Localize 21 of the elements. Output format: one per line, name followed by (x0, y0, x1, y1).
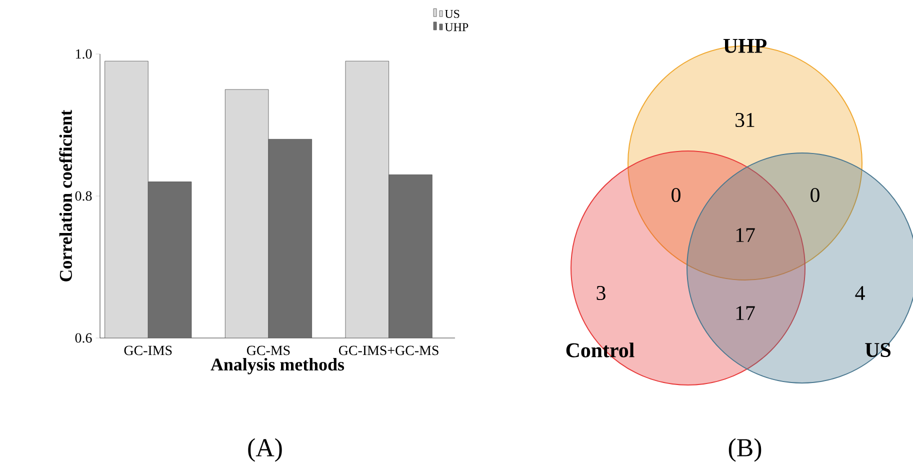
y-tick-label: 0.6 (75, 333, 92, 343)
text: UHP (723, 39, 766, 53)
y-axis-title: Correlation coefficient (59, 110, 72, 282)
y-tick-label: 0.8 (75, 191, 92, 201)
text: 17 (736, 306, 755, 320)
text: 0 (810, 188, 820, 202)
text: 0 (672, 188, 680, 202)
text: 17 (736, 228, 755, 242)
x-tick-label: GC-MS (246, 346, 290, 356)
x-tick-label: GC-IMS (124, 346, 172, 356)
legend-label: US (444, 10, 460, 18)
legend-label: UHP (444, 23, 468, 32)
text: 3 (596, 286, 606, 300)
text: (B) (728, 438, 762, 462)
text: US (865, 342, 890, 358)
text: 4 (855, 286, 865, 300)
text: (A) (248, 438, 282, 462)
x-axis-title: Analysis methods (210, 358, 344, 374)
x-tick-label: GC-IMS+GC-MS (338, 346, 438, 356)
text: 31 (736, 112, 754, 128)
y-tick-label: 1.0 (76, 49, 92, 59)
